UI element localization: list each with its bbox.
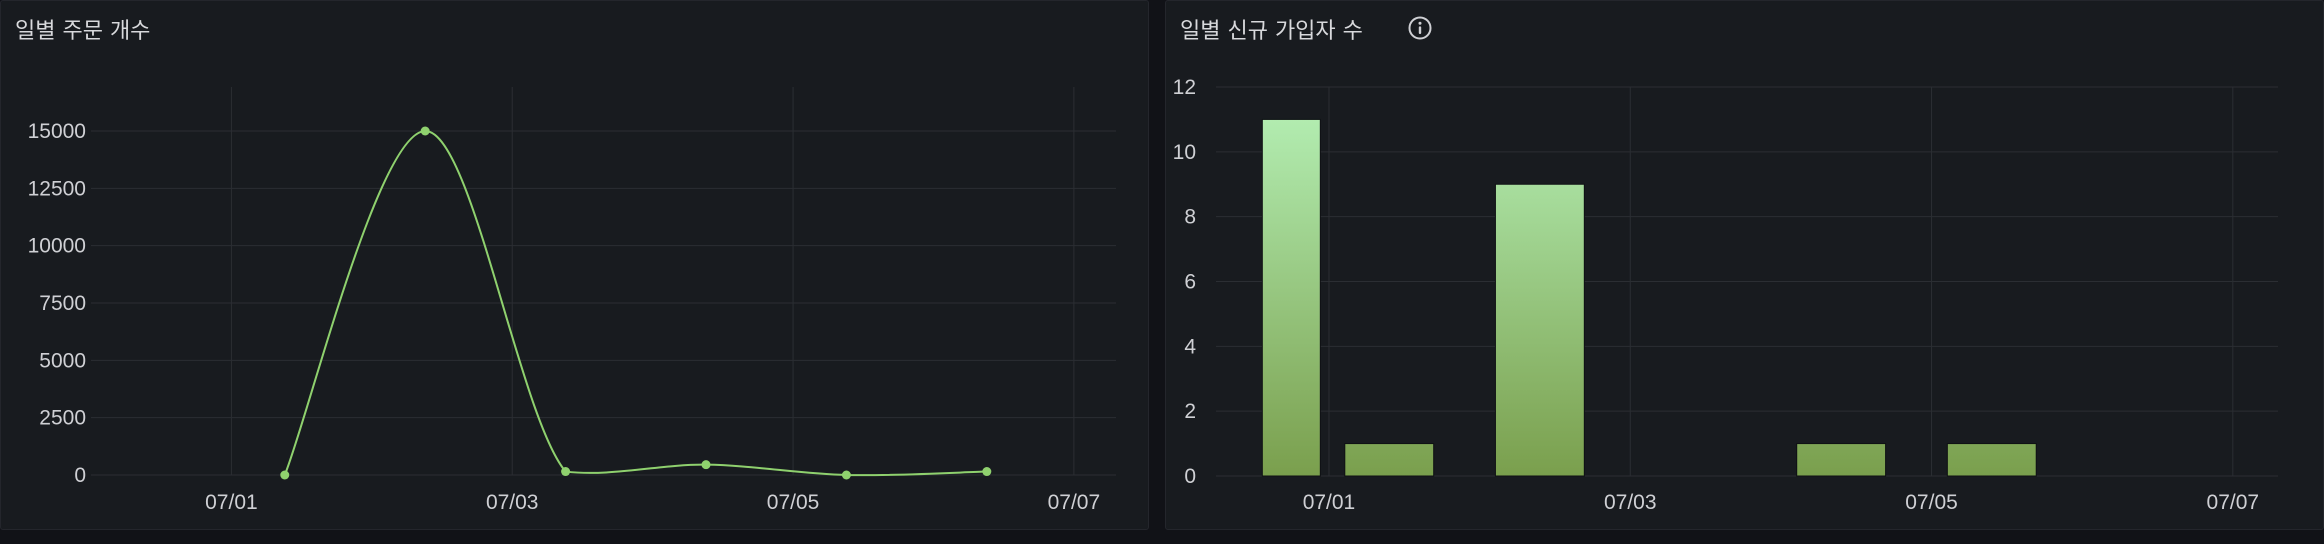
- data-point: [280, 470, 290, 480]
- signups-panel: 일별 신규 가입자 수 0 2 4 6 8 10 12 07/01 07/03 07/05 07/0…: [1165, 0, 2324, 530]
- y-tick-label: 4: [1184, 335, 1196, 358]
- bar: [1344, 443, 1435, 477]
- y-tick-label: 12: [1173, 76, 1196, 99]
- y-tick-label: 6: [1184, 271, 1196, 294]
- y-tick-label: 2500: [39, 407, 86, 430]
- orders-panel-title: 일별 주문 개수: [15, 19, 151, 44]
- data-point: [420, 126, 430, 136]
- y-tick-label: 12500: [28, 177, 86, 200]
- y-tick-label: 7500: [39, 292, 86, 315]
- x-tick-label: 07/01: [1303, 491, 1356, 514]
- y-tick-label: 0: [74, 464, 86, 487]
- y-tick-label: 5000: [39, 349, 86, 372]
- x-tick-label: 07/05: [767, 491, 820, 514]
- y-tick-label: 0: [1184, 465, 1196, 488]
- x-tick-label: 07/01: [205, 491, 258, 514]
- y-tick-label: 10: [1173, 141, 1196, 164]
- info-circle-icon[interactable]: [1407, 15, 1433, 41]
- y-tick-label: 8: [1184, 206, 1196, 229]
- data-point: [982, 467, 992, 477]
- orders-panel: 일별 주문 개수 0 2500 5000 7500 10000 12500 15000 07/…: [0, 0, 1149, 530]
- orders-line-chart: 0 2500 5000 7500 10000 12500 15000 07/01 07/03 07…: [28, 87, 1116, 514]
- bar: [1494, 183, 1585, 477]
- data-point: [561, 467, 571, 477]
- bar: [1946, 443, 2037, 477]
- signups-bar-chart: 0 2 4 6 8 10 12 07/01 07/03 07/05 07/07: [1173, 76, 2278, 514]
- data-point: [841, 470, 851, 480]
- bar: [1796, 443, 1887, 477]
- x-tick-label: 07/07: [2207, 491, 2260, 514]
- bar: [1261, 118, 1321, 477]
- y-tick-label: 15000: [28, 120, 86, 143]
- data-point: [701, 460, 711, 470]
- x-tick-label: 07/05: [1905, 491, 1958, 514]
- x-tick-label: 07/07: [1048, 491, 1101, 514]
- signups-panel-title: 일별 신규 가입자 수: [1180, 19, 1363, 44]
- y-tick-label: 10000: [28, 235, 86, 258]
- x-tick-label: 07/03: [1604, 491, 1657, 514]
- x-tick-label: 07/03: [486, 491, 539, 514]
- y-tick-label: 2: [1184, 400, 1196, 423]
